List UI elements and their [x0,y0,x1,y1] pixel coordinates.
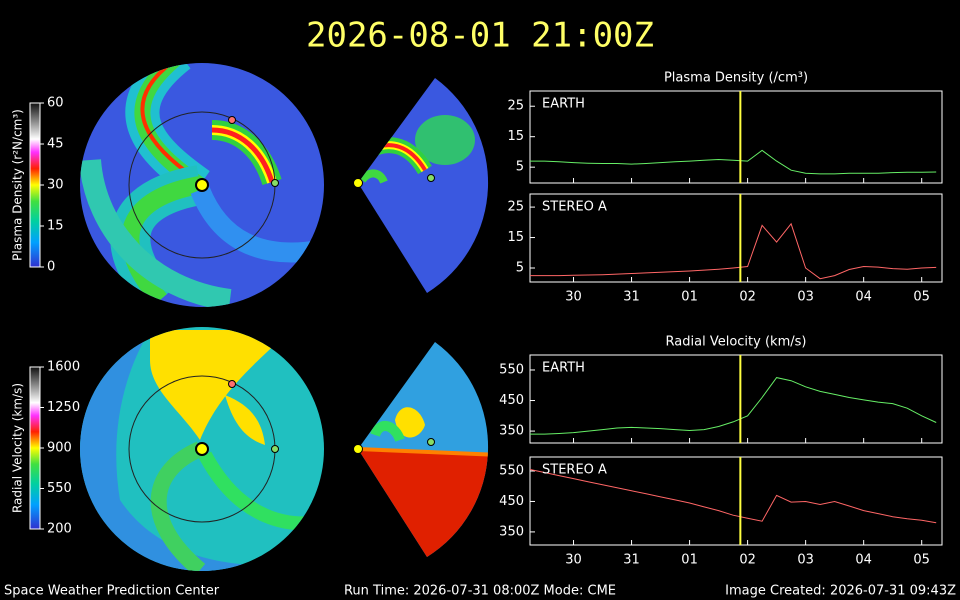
colorbar-tick-label: 1250 [47,400,80,415]
sun [353,444,363,454]
x-tick-label: 31 [623,553,640,568]
sun [353,178,363,188]
x-tick-label: 01 [681,290,698,305]
colorbar-tick-label: 30 [47,178,64,193]
legend-label: EARTH [542,97,585,112]
earth [427,438,435,446]
legend-label: EARTH [542,361,585,376]
stereo-a [228,116,236,124]
data-line [530,469,937,524]
legend-label: STEREO A [542,463,607,478]
panel-title: Radial Velocity (km/s) [666,335,807,350]
sun [195,442,209,456]
colorbar-tick-label: 1600 [47,360,80,375]
sun [195,178,209,192]
colorbar-tick-label: 550 [47,481,72,496]
footer-left: Space Weather Prediction Center [4,584,220,599]
plot-frame [529,354,943,444]
x-tick-label: 31 [623,290,640,305]
colorbar [29,366,41,530]
footer-center: Run Time: 2026-07-31 08:00Z Mode: CME [344,584,616,599]
colorbar-tick-label: 0 [47,260,55,275]
y-tick-label: 15 [507,129,524,144]
y-tick-label: 5 [516,160,524,175]
y-tick-label: 350 [499,524,524,539]
colorbar [29,102,41,268]
x-tick-label: 05 [913,553,930,568]
stereo-a [228,380,236,388]
x-tick-label: 01 [681,553,698,568]
plot-area [530,377,937,435]
x-tick-label: 02 [739,553,756,568]
x-tick-label: 02 [739,290,756,305]
y-tick-label: 15 [507,230,524,245]
colorbar-label: Plasma Density (r²N/cm³) [11,109,25,261]
colorbar-tick-label: 45 [47,137,64,152]
legend-label: STEREO A [542,200,607,215]
colorbar-tick-label: 60 [47,96,64,111]
x-tick-label: 03 [797,553,814,568]
x-tick-label: 04 [855,553,872,568]
plot-area [530,149,937,175]
panel-title: Plasma Density (/cm³) [664,71,808,86]
earth [271,179,279,187]
footer-right: Image Created: 2026-07-31 09:43Z [725,584,956,599]
y-tick-label: 550 [499,362,524,377]
earth [271,445,279,453]
y-tick-label: 25 [507,200,524,215]
y-tick-label: 350 [499,424,524,439]
colorbar-tick-label: 900 [47,441,72,456]
y-tick-label: 5 [516,260,524,275]
y-tick-label: 450 [499,393,524,408]
colorbar-tick-label: 200 [47,522,72,537]
data-line [530,149,937,175]
plot-area [530,469,937,524]
colorbar-tick-label: 15 [47,219,64,234]
y-tick-label: 550 [499,464,524,479]
y-tick-label: 25 [507,99,524,114]
time-title: 2026-08-01 21:00Z [306,16,654,56]
data-line [530,377,937,435]
x-tick-label: 30 [565,553,582,568]
data-line [530,222,937,280]
colorbar-label: Radial Velocity (km/s) [11,383,25,513]
earth [427,174,435,182]
x-tick-label: 05 [913,290,930,305]
x-tick-label: 30 [565,290,582,305]
plot-area [530,222,937,280]
y-tick-label: 450 [499,494,524,509]
x-tick-label: 04 [855,290,872,305]
x-tick-label: 03 [797,290,814,305]
